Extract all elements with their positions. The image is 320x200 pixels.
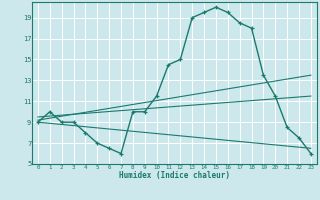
X-axis label: Humidex (Indice chaleur): Humidex (Indice chaleur) bbox=[119, 171, 230, 180]
